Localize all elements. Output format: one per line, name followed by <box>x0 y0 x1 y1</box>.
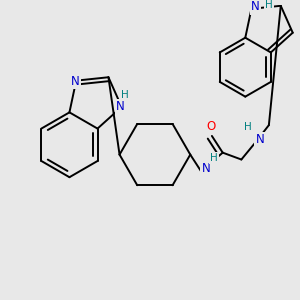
Text: O: O <box>206 120 215 133</box>
Text: H: H <box>210 153 218 163</box>
Text: N: N <box>202 162 210 175</box>
Text: N: N <box>251 0 260 14</box>
Text: N: N <box>71 75 80 88</box>
Text: N: N <box>116 100 125 113</box>
Text: N: N <box>256 134 264 146</box>
Text: H: H <box>265 0 273 10</box>
Text: H: H <box>121 90 128 100</box>
Text: H: H <box>244 122 252 132</box>
